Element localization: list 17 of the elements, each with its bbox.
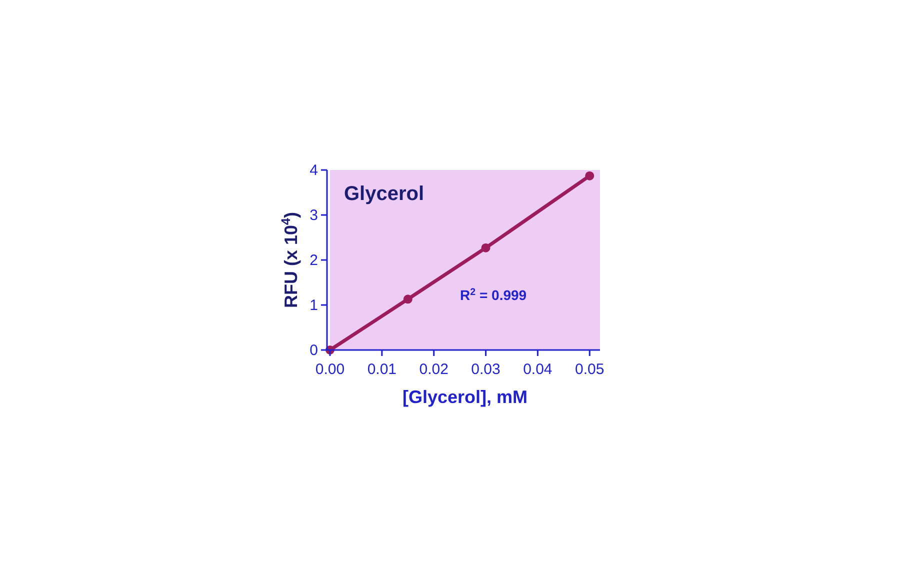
x-tick-label: 0.03 [471,361,500,378]
point [481,243,490,252]
y-tick-label: 0 [310,342,318,359]
annotation: R$^{2}$ = 0.999 [460,286,527,303]
x-tick-label: 0.04 [523,361,552,378]
x-tick-label: 0.02 [419,361,448,378]
x-axis-title: [Glycerol], mM [402,387,528,407]
point [403,294,412,304]
x-tick-label: 0.00 [315,361,345,378]
y-tick-label: 1 [310,297,318,314]
text: Glycerol [344,183,424,205]
point [585,171,594,180]
y-tick-label: 2 [310,252,318,269]
x-tick-label: 0.05 [575,361,604,378]
x-tick-label: 0.01 [367,361,397,378]
y-tick-label: 4 [310,162,318,179]
y-tick-label: 3 [310,207,318,224]
